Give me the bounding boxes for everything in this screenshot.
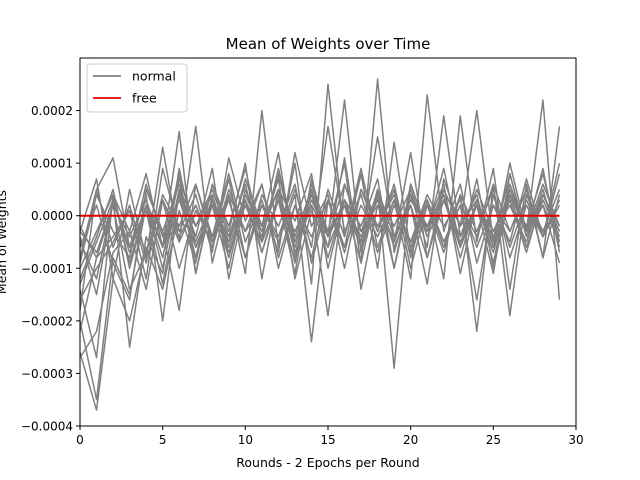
y-axis: −0.0004 −0.0003 −0.0002 −0.0001 0.0000 0.0001… — [21, 104, 80, 434]
x-axis: 0 5 10 15 20 25 30 — [76, 426, 584, 447]
x-tick-label: 30 — [568, 433, 583, 447]
y-tick-label: −0.0004 — [21, 420, 73, 434]
series-line-normal-8 — [79, 115, 561, 359]
x-tick-label: 10 — [238, 433, 253, 447]
x-tick-label: 20 — [403, 433, 418, 447]
y-tick-label: −0.0003 — [21, 367, 73, 381]
x-tick-label: 5 — [159, 433, 167, 447]
chart-title: Mean of Weights over Time — [226, 35, 431, 53]
x-tick-label: 15 — [320, 433, 335, 447]
x-tick-label: 0 — [76, 433, 84, 447]
series-line-normal-17 — [79, 183, 561, 285]
y-tick-label: −0.0002 — [21, 314, 73, 328]
series-line-normal-10 — [79, 109, 561, 317]
x-tick-label: 25 — [486, 433, 501, 447]
series-line-normal-16 — [79, 188, 561, 254]
y-tick-label: 0.0001 — [31, 157, 73, 171]
series-layer — [79, 78, 561, 411]
legend: normal free — [86, 63, 188, 113]
y-tick-label: 0.0000 — [31, 209, 73, 223]
legend-label-normal: normal — [132, 69, 176, 84]
y-axis-label: Mean of Weights — [0, 190, 9, 294]
y-tick-label: 0.0002 — [31, 104, 73, 118]
legend-label-free: free — [132, 91, 157, 106]
series-line-normal-9 — [79, 151, 561, 312]
x-axis-label: Rounds - 2 Epochs per Round — [236, 455, 420, 470]
series-line-normal-14 — [79, 188, 561, 343]
y-tick-label: −0.0001 — [21, 262, 73, 276]
series-line-normal-12 — [79, 125, 561, 264]
